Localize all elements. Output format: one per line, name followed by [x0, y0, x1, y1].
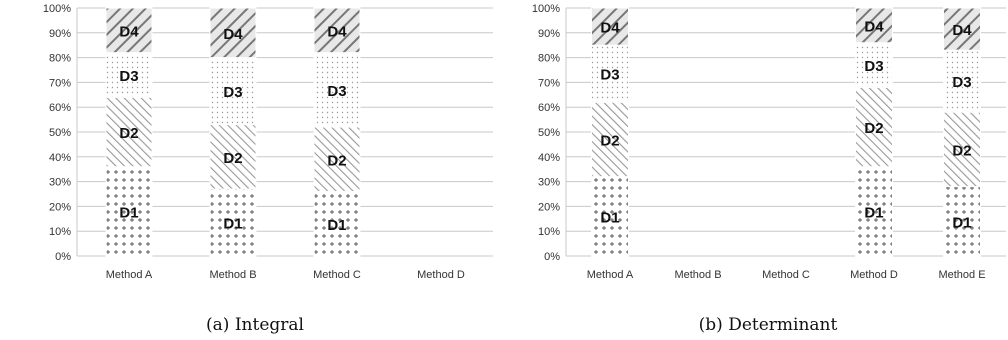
segment-label: D1: [600, 209, 619, 226]
segment-label: D1: [327, 217, 346, 234]
y-tick-label: 20%: [49, 201, 71, 213]
segment-label: D3: [119, 68, 138, 85]
segment-label: D2: [864, 120, 883, 137]
segment-label: D4: [119, 23, 139, 40]
bar-segment-d4: [105, 7, 153, 54]
segment-label: D2: [327, 152, 346, 169]
chart-panel-determinant: 0% 10% 20% 30% 40% 50% 60% 70% 80% 90% 100% Method …: [532, 3, 1006, 335]
segment-label: D3: [600, 67, 619, 84]
segment-label: D3: [952, 74, 971, 91]
bar-segment-d2: [313, 126, 361, 193]
bar-segment-d3: [209, 57, 257, 126]
y-tick-label: 0%: [544, 251, 560, 263]
segment-label: D2: [952, 142, 971, 159]
figure-caption: (b) Determinant: [699, 315, 838, 335]
y-tick-label: 0%: [55, 251, 71, 263]
bar-segment-d2: [209, 124, 257, 190]
segment-label: D1: [119, 204, 138, 221]
y-tick-label: 90%: [538, 28, 560, 40]
y-tick-label: 70%: [49, 77, 71, 89]
segment-label: D4: [327, 23, 347, 40]
y-tick-label: 100%: [43, 3, 71, 15]
y-tick-label: 100%: [532, 3, 560, 15]
segment-label: D4: [952, 22, 972, 39]
x-tick-label: Method B: [674, 269, 721, 281]
segment-label: D2: [223, 150, 242, 167]
x-tick-label: Method A: [106, 269, 153, 281]
segment-label: D3: [864, 58, 883, 75]
y-tick-label: 80%: [49, 53, 71, 65]
bar-segment-d4: [591, 7, 629, 46]
segment-label: D2: [119, 125, 138, 142]
chart-panel-integral: 0% 10% 20% 30% 40% 50% 60% 70% 80% 90% 100% Method …: [43, 3, 493, 335]
y-tick-label: 10%: [538, 226, 560, 238]
x-tick-label: Method D: [417, 269, 465, 281]
y-tick-label: 30%: [538, 177, 560, 189]
y-tick-label: 40%: [538, 152, 560, 164]
bar-segment-d2: [943, 111, 981, 188]
bar-segment-d4: [855, 7, 893, 44]
y-tick-label: 50%: [538, 127, 560, 139]
bar-segment-d4: [313, 7, 361, 54]
bar-segment-d4: [943, 7, 981, 51]
segment-label: D4: [223, 26, 243, 43]
figure-caption: (a) Integral: [206, 315, 304, 335]
bar-segment-d1: [105, 166, 153, 257]
x-tick-label: Method C: [313, 269, 361, 281]
x-tick-label: Method B: [209, 269, 256, 281]
y-tick-label: 70%: [538, 77, 560, 89]
bar-segment-d1: [591, 176, 629, 257]
y-tick-label: 90%: [49, 28, 71, 40]
y-tick-label: 60%: [538, 102, 560, 114]
x-tick-label: Method E: [938, 269, 985, 281]
bar-segment-d3: [313, 52, 361, 128]
y-tick-label: 30%: [49, 177, 71, 189]
x-tick-label: Method A: [587, 269, 634, 281]
segment-label: D2: [600, 132, 619, 149]
y-tick-label: 50%: [49, 127, 71, 139]
segment-label: D1: [223, 216, 242, 233]
bar-segment-d3: [591, 44, 629, 103]
y-tick-label: 80%: [538, 53, 560, 65]
segment-label: D3: [223, 84, 242, 101]
y-tick-label: 10%: [49, 226, 71, 238]
x-tick-label: Method D: [850, 269, 898, 281]
segment-label: D3: [327, 83, 346, 100]
segment-label: D1: [952, 214, 971, 231]
bar-segment-d3: [855, 42, 893, 88]
y-tick-label: 40%: [49, 152, 71, 164]
segment-label: D4: [600, 20, 620, 37]
bar-segment-d1: [855, 166, 893, 257]
y-tick-label: 60%: [49, 102, 71, 114]
bar-segment-d1: [209, 188, 257, 257]
segment-label: D4: [864, 18, 884, 35]
x-tick-label: Method C: [762, 269, 810, 281]
segment-label: D1: [864, 204, 883, 221]
bar-segment-d4: [209, 7, 257, 59]
bar-segment-d1: [943, 186, 981, 257]
y-tick-label: 20%: [538, 201, 560, 213]
